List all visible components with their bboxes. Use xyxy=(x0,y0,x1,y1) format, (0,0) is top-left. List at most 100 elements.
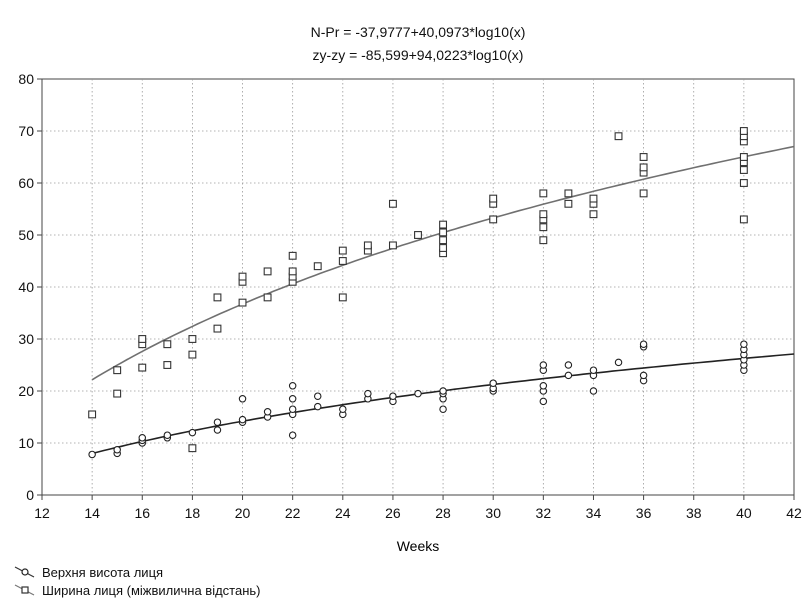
data-point-circle xyxy=(639,371,648,380)
legend-label: Верхня висота лиця xyxy=(42,564,164,580)
data-point-square xyxy=(564,189,573,198)
x-tick-label: 20 xyxy=(235,505,251,521)
x-tick-label: 16 xyxy=(134,505,150,521)
data-point-circle xyxy=(439,405,447,413)
data-point-square xyxy=(739,215,748,224)
grid-lines xyxy=(42,79,794,495)
data-point-square xyxy=(589,210,598,219)
data-point-circle xyxy=(288,382,297,390)
data-point-square xyxy=(564,199,573,208)
x-tick-label: 28 xyxy=(435,505,451,521)
data-point-square xyxy=(263,293,272,302)
data-points xyxy=(88,127,748,459)
y-tick-label: 30 xyxy=(18,331,34,347)
data-point-square xyxy=(138,335,147,343)
data-point-square xyxy=(388,241,397,250)
data-point-square xyxy=(439,220,448,229)
data-point-square xyxy=(363,241,372,250)
data-point-square xyxy=(113,389,122,398)
data-point-square xyxy=(88,410,97,419)
data-point-square xyxy=(539,189,548,198)
data-point-circle xyxy=(539,397,548,406)
x-tick-label: 14 xyxy=(84,505,100,521)
data-point-square xyxy=(539,210,548,219)
data-point-square xyxy=(639,163,648,172)
data-point-circle xyxy=(564,361,573,369)
data-point-square xyxy=(163,361,172,369)
data-point-circle xyxy=(313,402,322,411)
data-point-circle xyxy=(740,340,748,348)
square-marker-icon xyxy=(14,584,35,596)
legend-label: Ширина лиця (міжвилична відстань) xyxy=(42,582,261,598)
data-point-square xyxy=(188,444,197,453)
data-point-circle xyxy=(213,426,222,434)
legend: Верхня висота лиця Ширина лиця (міжвилич… xyxy=(14,563,261,599)
x-tick-label: 38 xyxy=(686,505,702,521)
data-point-square xyxy=(188,335,197,343)
chart-title-line-2: zy-zy = -85,599+94,0223*log10(x) xyxy=(312,47,524,63)
data-point-circle xyxy=(313,392,322,400)
data-point-circle xyxy=(238,415,247,424)
data-point-square xyxy=(414,231,422,239)
data-point-square xyxy=(639,189,648,198)
data-point-circle xyxy=(288,395,297,403)
data-point-square xyxy=(188,350,197,359)
legend-item-upper-face-height: Верхня висота лиця xyxy=(14,563,261,581)
chart-title-line-1: N-Pr = -37,9777+40,0973*log10(x) xyxy=(310,24,526,40)
x-tick-label: 24 xyxy=(335,505,351,521)
x-tick-label: 42 xyxy=(786,505,802,521)
data-point-square xyxy=(338,246,347,255)
data-point-square xyxy=(213,293,222,302)
y-tick-label: 40 xyxy=(18,279,34,295)
data-point-circle xyxy=(88,450,96,459)
data-point-circle xyxy=(589,387,598,395)
y-tick-label: 70 xyxy=(18,123,34,139)
data-point-square xyxy=(113,366,122,375)
data-point-circle xyxy=(489,379,497,387)
data-point-square xyxy=(138,363,147,372)
data-point-square xyxy=(489,194,498,203)
data-point-circle xyxy=(589,366,598,374)
x-axis-label: Weeks xyxy=(397,538,440,554)
data-point-circle xyxy=(163,431,172,439)
y-tick-label: 60 xyxy=(18,175,34,191)
data-point-circle xyxy=(364,389,372,398)
data-point-circle xyxy=(339,405,347,413)
data-point-square xyxy=(288,267,297,276)
data-point-square xyxy=(539,236,548,245)
data-point-circle xyxy=(539,361,548,369)
data-point-circle xyxy=(213,418,222,426)
data-point-square xyxy=(439,228,448,237)
data-point-square xyxy=(238,298,247,307)
data-point-square xyxy=(338,293,347,302)
y-tick-label: 20 xyxy=(18,383,34,399)
x-tick-label: 30 xyxy=(485,505,501,521)
data-point-square xyxy=(388,199,397,208)
data-point-square xyxy=(589,194,598,203)
legend-item-face-width: Ширина лиця (міжвилична відстань) xyxy=(14,581,261,599)
data-point-square xyxy=(739,153,748,161)
data-point-square xyxy=(338,257,347,265)
y-tick-label: 0 xyxy=(26,487,34,503)
x-tick-label: 26 xyxy=(385,505,401,521)
data-point-circle xyxy=(238,395,247,403)
data-point-circle xyxy=(439,387,447,395)
x-tick-label: 12 xyxy=(34,505,50,521)
data-point-circle xyxy=(288,431,297,439)
data-point-square xyxy=(288,251,297,260)
axes: 12 14 16 18 20 22 24 26 28 30 32 34 36 38 40 42 0 10 20 30 4… xyxy=(18,71,802,521)
y-tick-label: 10 xyxy=(18,435,34,451)
y-tick-label: 80 xyxy=(18,71,34,87)
data-point-circle xyxy=(614,358,623,367)
data-point-circle xyxy=(288,405,297,413)
data-point-square xyxy=(238,272,247,281)
data-point-circle xyxy=(564,371,573,380)
data-point-square xyxy=(739,127,748,135)
y-tick-label: 50 xyxy=(18,227,34,243)
data-point-square xyxy=(739,179,748,187)
data-point-square xyxy=(439,236,448,245)
data-point-circle xyxy=(414,389,422,398)
x-tick-label: 36 xyxy=(636,505,652,521)
data-point-square xyxy=(263,267,272,276)
